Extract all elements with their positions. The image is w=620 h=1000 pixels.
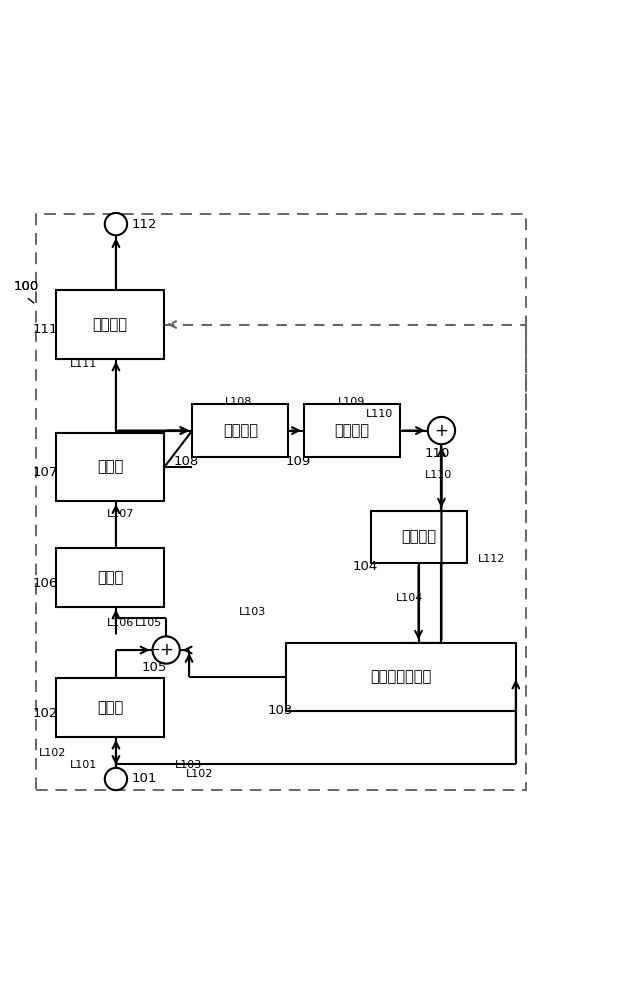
- Text: L108: L108: [224, 397, 252, 407]
- Text: 102: 102: [32, 707, 58, 720]
- Text: 量化器: 量化器: [97, 460, 123, 475]
- Text: 100: 100: [14, 280, 39, 293]
- Text: 100: 100: [14, 280, 39, 293]
- Bar: [56, 548, 164, 607]
- Text: L101: L101: [69, 760, 97, 770]
- Text: 熵编码器: 熵编码器: [92, 317, 128, 332]
- Text: L111: L111: [69, 359, 97, 369]
- Circle shape: [105, 213, 127, 235]
- Bar: [36, 214, 526, 790]
- Bar: [56, 290, 164, 359]
- Text: 逆量化器: 逆量化器: [223, 423, 258, 438]
- Text: 帧存储器: 帧存储器: [401, 529, 436, 544]
- Text: 111: 111: [32, 323, 58, 336]
- Text: 103: 103: [268, 704, 293, 717]
- Bar: [286, 643, 516, 711]
- Text: 101: 101: [131, 772, 157, 786]
- Circle shape: [428, 417, 455, 444]
- Circle shape: [105, 768, 127, 790]
- Text: L110: L110: [425, 470, 452, 480]
- Bar: [192, 404, 288, 457]
- Text: 块割器: 块割器: [97, 700, 123, 715]
- Text: −: −: [150, 644, 160, 657]
- Text: L110: L110: [366, 409, 393, 419]
- Text: +: +: [435, 422, 448, 440]
- Bar: [56, 433, 164, 501]
- Text: L103: L103: [175, 760, 202, 770]
- Text: L104: L104: [396, 593, 423, 603]
- Text: L107: L107: [107, 509, 134, 519]
- Text: L102: L102: [186, 769, 213, 779]
- Text: L102: L102: [38, 748, 66, 758]
- Text: 104: 104: [352, 560, 378, 573]
- Text: 105: 105: [141, 661, 167, 674]
- Text: 逆转换器: 逆转换器: [334, 423, 370, 438]
- Text: L106: L106: [107, 618, 134, 628]
- Text: 112: 112: [131, 218, 157, 231]
- Text: 107: 107: [32, 466, 58, 479]
- Bar: [56, 678, 164, 737]
- Bar: [371, 511, 467, 563]
- Text: 110: 110: [425, 447, 450, 460]
- Text: 106: 106: [32, 577, 58, 590]
- Text: 109: 109: [285, 455, 311, 468]
- Text: 预测信号生成器: 预测信号生成器: [371, 669, 432, 684]
- Text: L109: L109: [338, 397, 365, 407]
- Text: 108: 108: [174, 455, 199, 468]
- Circle shape: [153, 636, 180, 664]
- Text: 转换器: 转换器: [97, 570, 123, 585]
- Text: +: +: [159, 641, 173, 659]
- Bar: [304, 404, 400, 457]
- Text: L103: L103: [239, 607, 266, 617]
- Text: L105: L105: [135, 618, 162, 628]
- Text: L112: L112: [477, 554, 505, 564]
